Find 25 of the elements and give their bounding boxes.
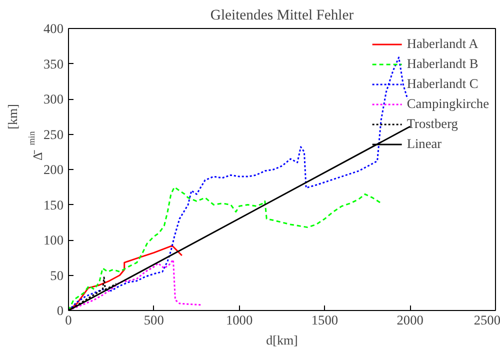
legend-label: Trostberg: [406, 116, 458, 132]
y-tick-label: 300: [44, 92, 64, 106]
y-axis-title: Δ̄min[km]: [5, 104, 45, 160]
x-tick-label: 500: [144, 312, 164, 328]
y-tick-label: 200: [44, 162, 64, 177]
legend-label: Haberlandt C: [406, 76, 478, 92]
y-tick-label: 350: [44, 56, 64, 72]
legend-label: Campingkirche: [406, 96, 489, 112]
line-series: [68, 186, 382, 310]
y-tick-label: 150: [44, 197, 64, 212]
x-tick-label: 2500: [474, 312, 500, 328]
legend-label: Haberlandt A: [406, 36, 478, 52]
x-tick-label: 2000: [396, 312, 424, 328]
x-tick-label: 1000: [226, 312, 253, 328]
y-tick-label: 400: [44, 21, 64, 36]
x-tick-label: 1500: [311, 312, 338, 328]
y-tick-label: 50: [50, 268, 64, 283]
legend-label: Linear: [406, 136, 442, 152]
legend-label: Haberlandt B: [406, 56, 478, 72]
y-tick-label: 0: [56, 303, 64, 318]
line-series: [68, 244, 183, 310]
x-axis-title: d[km]: [266, 332, 298, 348]
y-tick-label: 100: [44, 232, 64, 248]
chart-title: Gleitendes Mittel Fehler: [210, 8, 354, 24]
y-tick-label: 250: [44, 126, 64, 142]
